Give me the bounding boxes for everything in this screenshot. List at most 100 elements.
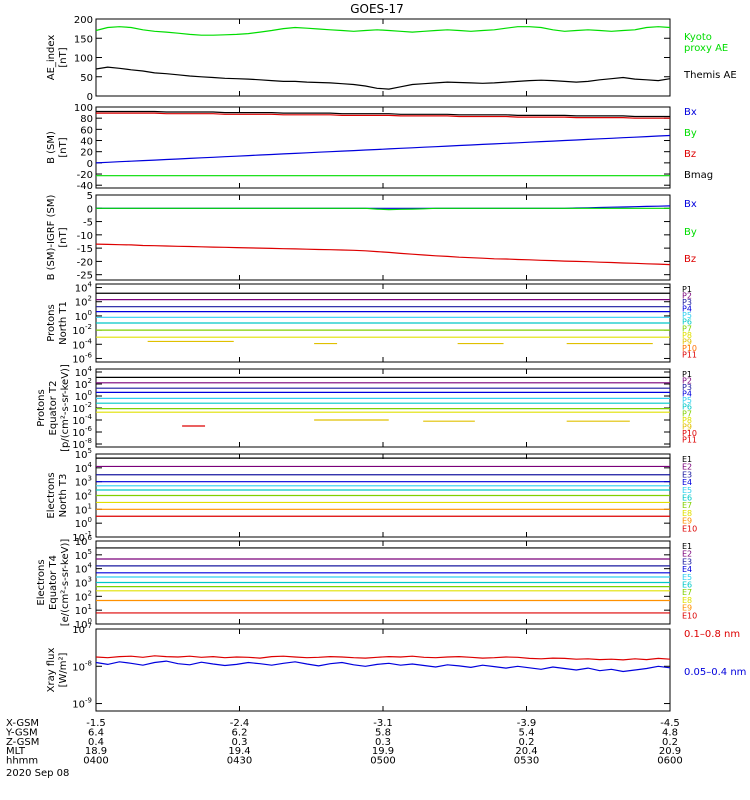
legend-label: Themis AE <box>683 70 737 81</box>
legend-label: P11 <box>682 435 697 444</box>
y-tick-label: -15 <box>77 244 93 255</box>
legend-label: E9 <box>682 517 692 526</box>
legend-label: P1 <box>682 370 692 379</box>
legend-label: P7 <box>682 324 692 333</box>
y-tick-label: -5 <box>83 218 93 229</box>
y-tick-label: 0 <box>87 92 93 103</box>
legend-label: By <box>684 227 697 238</box>
y-tick-label: 10-4 <box>72 337 92 351</box>
y-tick-label: 5 <box>87 191 93 202</box>
footer-row-label: MLT <box>6 746 26 757</box>
y-tick-label: 104 <box>75 461 93 475</box>
series-line <box>95 66 671 90</box>
series-line <box>96 112 670 119</box>
legend-label: P3 <box>682 298 692 307</box>
legend-label: P4 <box>682 305 692 314</box>
legend-label: E7 <box>682 501 692 510</box>
y-tick-label: 100 <box>75 309 92 323</box>
legend-label: P5 <box>682 396 692 405</box>
y-tick-label: 10-1 <box>72 530 92 544</box>
footer-value: 0.2 <box>662 737 678 748</box>
footer-value: -3.9 <box>517 718 537 729</box>
y-tick-label: 100 <box>75 617 92 631</box>
legend-label: E2 <box>682 550 692 559</box>
legend-label: E8 <box>682 596 692 605</box>
y-axis-label: Equator T4 <box>48 555 59 610</box>
legend-label: E6 <box>682 494 692 503</box>
footer-value: -1.5 <box>86 718 106 729</box>
legend-label: Bx <box>684 107 697 118</box>
footer-value: 20.9 <box>659 746 681 757</box>
y-tick-label: 105 <box>75 548 92 562</box>
y-tick-label: 100 <box>74 54 93 65</box>
y-tick-label: 100 <box>74 103 93 114</box>
y-tick-label: 0 <box>87 159 93 170</box>
footer-value: 0500 <box>370 756 395 767</box>
y-tick-label: 10-8 <box>72 659 92 673</box>
y-axis-label: [nT] <box>58 137 69 157</box>
legend-label: E5 <box>682 486 692 495</box>
y-axis-label: Electrons <box>36 559 47 605</box>
y-tick-label: 10-2 <box>72 323 92 337</box>
y-tick-label: 105 <box>75 447 92 461</box>
footer-value: -4.5 <box>660 718 680 729</box>
legend-label: E3 <box>682 470 692 479</box>
y-tick-label: 10-6 <box>72 425 92 439</box>
legend-label: P9 <box>682 422 692 431</box>
footer-value: 20.4 <box>515 746 537 757</box>
legend-label: E1 <box>682 542 692 551</box>
legend-label: P11 <box>682 350 697 359</box>
y-tick-label: 104 <box>75 365 93 379</box>
legend-label: proxy AE <box>684 43 728 54</box>
legend-label: E7 <box>682 588 692 597</box>
footer-value: 0530 <box>514 756 539 767</box>
y-axis-label: [nT] <box>58 47 69 67</box>
y-axis-label: [nT] <box>58 227 69 247</box>
legend-label: E10 <box>682 611 697 620</box>
footer-value: 5.8 <box>375 727 391 738</box>
y-tick-label: 104 <box>75 281 93 295</box>
y-tick-label: 10-4 <box>72 413 92 427</box>
series-line <box>96 110 670 118</box>
legend-label: E9 <box>682 604 692 613</box>
footer-value: 0430 <box>227 756 252 767</box>
y-tick-label: 0 <box>87 204 93 215</box>
y-tick-label: 10-6 <box>72 351 92 365</box>
footer-value: 5.4 <box>519 727 535 738</box>
legend-label: P5 <box>682 311 692 320</box>
y-tick-label: 10-8 <box>72 437 92 451</box>
legend-label: P8 <box>682 331 692 340</box>
y-tick-label: 10-7 <box>72 622 92 636</box>
series-line <box>95 26 671 36</box>
legend-label: Bz <box>684 149 696 160</box>
footer-value: 6.2 <box>232 727 248 738</box>
footer-value: 0.2 <box>519 737 535 748</box>
legend-label: E2 <box>682 463 692 472</box>
series-line <box>95 660 671 673</box>
y-tick-label: -20 <box>77 257 93 268</box>
y-tick-label: 104 <box>75 562 93 576</box>
y-axis-label: B (SM) <box>46 131 57 164</box>
y-tick-label: -25 <box>77 271 93 282</box>
footer-value: 18.9 <box>85 746 107 757</box>
footer-value: 6.4 <box>88 727 104 738</box>
panel-3: -25 -20 -15 -10 -5 0 5 B (SM)-IGRF (SM) [nT] Bx By… <box>46 191 697 282</box>
legend-label: P10 <box>682 429 697 438</box>
footer-value: -3.1 <box>373 718 393 729</box>
plot-title: GOES-17 <box>350 2 404 16</box>
y-tick-label: 100 <box>75 389 92 403</box>
y-axis-label: [p/(cm²-s-sr-keV)] <box>60 364 71 452</box>
footer-value: 0.3 <box>375 737 391 748</box>
y-tick-label: 10-2 <box>72 401 92 415</box>
legend-label: E8 <box>682 509 692 518</box>
footer-value: 0400 <box>83 756 108 767</box>
legend-label: E3 <box>682 557 692 566</box>
series-line <box>95 134 671 164</box>
legend-label: P6 <box>682 318 692 327</box>
legend-label: E5 <box>682 573 692 582</box>
